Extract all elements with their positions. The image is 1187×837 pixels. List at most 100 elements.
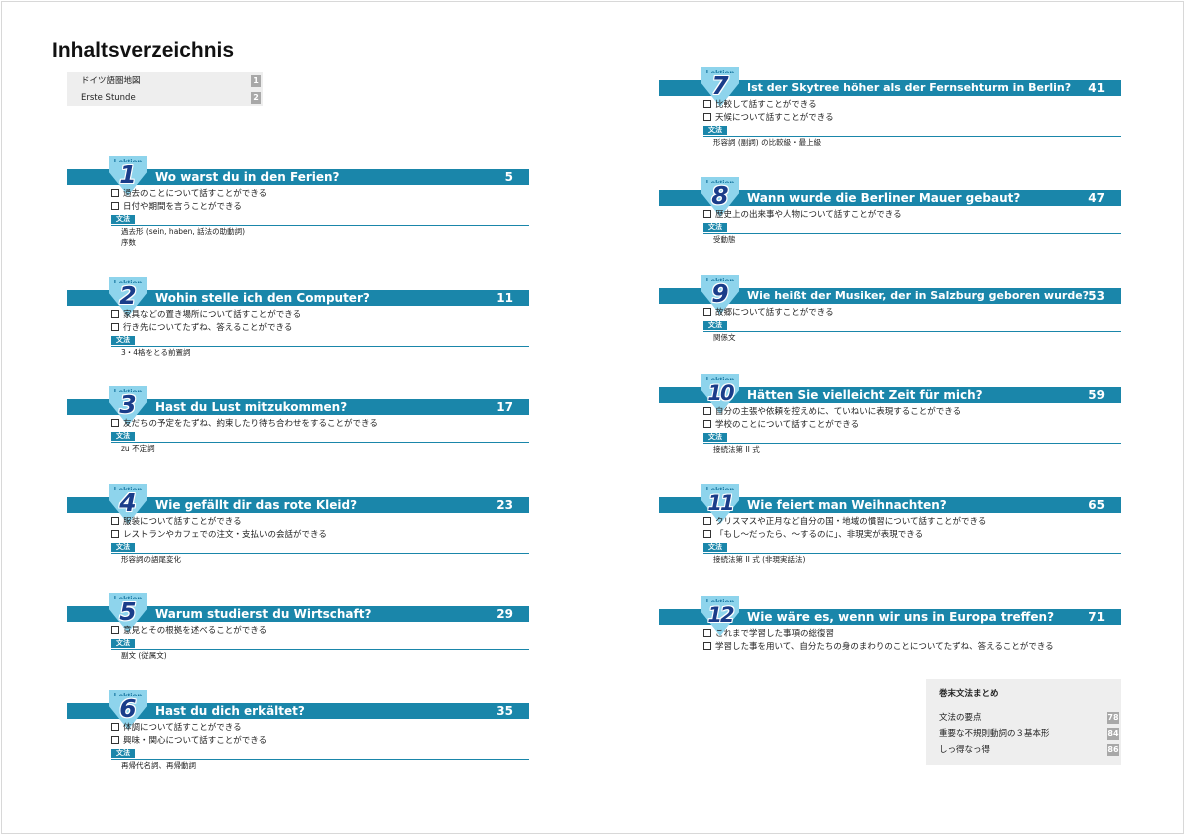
- lesson-title: Wohin stelle ich den Computer?: [155, 291, 370, 305]
- summary-item-label: しっ得なっ得: [939, 745, 991, 755]
- lesson-goals: 意見とその根拠を述べることができる文法副文 (従属文): [111, 625, 529, 661]
- summary-item-page: 78: [1107, 712, 1119, 724]
- grammar-list: 再帰代名詞、再帰動詞: [111, 760, 267, 771]
- grammar-item: 接続法第 II 式: [713, 445, 760, 454]
- checkbox-icon: [111, 323, 119, 331]
- goal-text: 天候について話すことができる: [715, 113, 834, 123]
- goal-item: クリスマスや正月など自分の国・地域の慣習について話すことができる: [703, 516, 986, 529]
- summary-item-page: 86: [1107, 744, 1119, 756]
- goal-item: これまで学習した事項の総復習: [703, 628, 1054, 641]
- grammar-list: 形容詞の語尾変化: [111, 554, 327, 565]
- intro-item-page: 1: [251, 75, 261, 87]
- grammar-label: 文法: [111, 215, 135, 224]
- lesson-goals: 家具などの置き場所について話すことができる 行き先についてたずね、答えることができ…: [111, 309, 529, 358]
- intro-item-first-lesson[interactable]: Erste Stunde 2: [81, 91, 261, 105]
- summary-item[interactable]: しっ得なっ得 86: [939, 743, 1119, 757]
- grammar-header: 文法: [703, 223, 1121, 234]
- grammar-item: 受動態: [713, 235, 736, 244]
- checkbox-icon: [703, 113, 711, 121]
- checkbox-icon: [111, 530, 119, 538]
- checkbox-icon: [111, 517, 119, 525]
- goal-item: 自分の主張や依頼を控えめに、ていねいに表現することができる: [703, 406, 961, 419]
- grammar-header: 文法: [111, 432, 529, 443]
- grammar-label: 文法: [703, 321, 727, 330]
- checkbox-icon: [111, 419, 119, 427]
- grammar-item: 再帰代名詞、再帰動詞: [121, 761, 196, 770]
- lesson-title: Ist der Skytree höher als der Fernsehtur…: [747, 81, 1072, 94]
- lesson-title: Wie wäre es, wenn wir uns in Europa tref…: [747, 610, 1055, 624]
- grammar-item: 過去形 (sein, haben, 話法の助動詞): [121, 227, 246, 236]
- lesson-title: Wann wurde die Berliner Mauer gebaut?: [747, 191, 1021, 205]
- goal-text: 意見とその根拠を述べることができる: [123, 626, 268, 636]
- goal-item: 歴史上の出来事や人物について話すことができる: [703, 209, 902, 222]
- lesson-title-bar: [67, 606, 529, 622]
- lesson-title-bar: [659, 609, 1121, 625]
- goal-text: クリスマスや正月など自分の国・地域の慣習について話すことができる: [715, 517, 987, 527]
- lesson-number: 10: [707, 381, 734, 405]
- lesson-number: 11: [707, 491, 734, 515]
- lesson-page-number: 71: [1088, 610, 1105, 624]
- lesson-page-number: 35: [496, 704, 513, 718]
- goal-item: 服装について話すことができる: [111, 516, 327, 529]
- goal-text: レストランやカフェでの注文・支払いの会話ができる: [123, 530, 327, 540]
- lesson-title-bar: [659, 190, 1121, 206]
- checkbox-icon: [111, 202, 119, 210]
- goal-text: 歴史上の出来事や人物について話すことができる: [715, 210, 902, 220]
- grammar-item: 副文 (従属文): [121, 651, 167, 660]
- goal-text: 故郷について話すことができる: [715, 308, 834, 318]
- lesson-goals: 歴史上の出来事や人物について話すことができる文法 受動態: [703, 209, 1121, 245]
- summary-item[interactable]: 重要な不規則動詞の３基本形 84: [939, 727, 1119, 741]
- lesson-number: 1: [119, 160, 137, 189]
- grammar-label: 文法: [703, 433, 727, 442]
- lesson-goals: 体調について話すことができる興味・関心について話すことができる文法 再帰代名詞、再…: [111, 722, 529, 771]
- grammar-list: 3・4格をとる前置詞: [111, 347, 301, 358]
- lesson-title: Wie gefällt dir das rote Kleid?: [155, 498, 358, 512]
- lesson-title: Wie feiert man Weihnachten?: [747, 498, 947, 512]
- goal-text: これまで学習した事項の総復習: [715, 629, 835, 639]
- summary-item[interactable]: 文法の要点 78: [939, 711, 1119, 725]
- checkbox-icon: [111, 189, 119, 197]
- goal-item: 友だちの予定をたずね、約束したり待ち合わせをすることができる: [111, 418, 378, 431]
- goal-item: 家具などの置き場所について話すことができる: [111, 309, 301, 322]
- summary-item-page: 84: [1107, 728, 1119, 740]
- grammar-header: 文法: [111, 749, 529, 760]
- intro-item-map[interactable]: ドイツ語圏地図 1: [81, 74, 261, 88]
- summary-item-label: 重要な不規則動詞の３基本形: [939, 729, 1050, 739]
- lesson-page-number: 11: [496, 291, 513, 305]
- grammar-label: 文法: [111, 543, 135, 552]
- goal-text: 体調について話すことができる: [123, 723, 242, 733]
- grammar-item: 形容詞 (副詞) の比較級・最上級: [713, 138, 822, 147]
- grammar-header: 文法: [703, 321, 1121, 332]
- lesson-goals: 過去のことについて話すことができる 日付や期間を言うことができる文法過去形 (se…: [111, 188, 529, 248]
- goal-text: 日付や期間を言うことができる: [123, 202, 242, 212]
- grammar-divider: [111, 346, 529, 347]
- lesson-title-bar: [659, 387, 1121, 403]
- grammar-list: zu 不定詞: [111, 443, 378, 454]
- lesson-title: Hast du dich erkältet?: [155, 704, 305, 718]
- grammar-label: 文法: [111, 639, 135, 648]
- goal-item: 行き先についてたずね、答えることができる: [111, 322, 301, 335]
- summary-item-label: 文法の要点: [939, 713, 982, 723]
- lesson-title-bar: [67, 497, 529, 513]
- goal-item: 体調について話すことができる: [111, 722, 267, 735]
- grammar-item: 接続法第 II 式 (非現実話法): [713, 555, 806, 564]
- goal-item: 故郷について話すことができる: [703, 307, 834, 320]
- lesson-title: Wie heißt der Musiker, der in Salzburg g…: [747, 289, 1090, 302]
- checkbox-icon: [703, 629, 711, 637]
- lesson-goals: 服装について話すことができる レストランやカフェでの注文・支払いの会話ができる文法…: [111, 516, 529, 565]
- goal-text: 学習した事を用いて、自分たちの身のまわりのことについてたずね、答えることができる: [715, 642, 1054, 652]
- checkbox-icon: [703, 420, 711, 428]
- checkbox-icon: [703, 100, 711, 108]
- goal-item: 天候について話すことができる: [703, 112, 834, 125]
- lesson-title-bar: [67, 169, 529, 185]
- grammar-list: 関係文: [703, 332, 834, 343]
- checkbox-icon: [703, 530, 711, 538]
- lesson-page-number: 65: [1088, 498, 1105, 512]
- goal-item: 比較して話すことができる: [703, 99, 834, 112]
- lesson-title-bar: [67, 290, 529, 306]
- lesson-title-bar: [659, 497, 1121, 513]
- goal-item: 過去のことについて話すことができる: [111, 188, 267, 201]
- lesson-title: Wo warst du in den Ferien?: [155, 170, 340, 184]
- grammar-item: 序数: [121, 238, 136, 247]
- goal-text: 興味・関心について話すことができる: [123, 736, 268, 746]
